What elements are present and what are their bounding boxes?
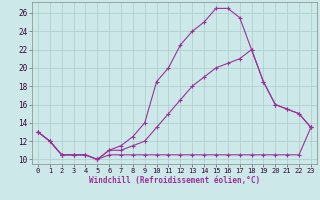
X-axis label: Windchill (Refroidissement éolien,°C): Windchill (Refroidissement éolien,°C)	[89, 176, 260, 185]
